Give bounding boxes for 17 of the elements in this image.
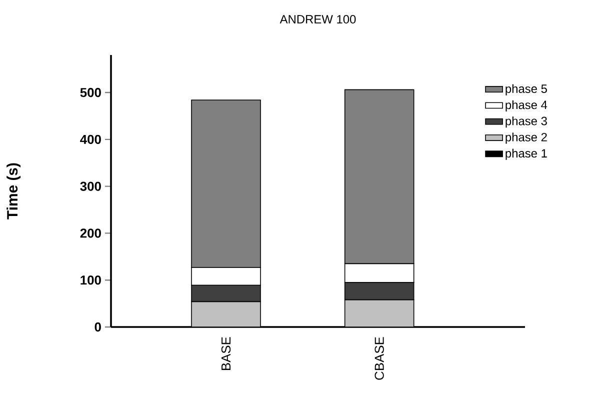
- legend-label: phase 4: [506, 100, 548, 112]
- legend-label: phase 3: [506, 116, 547, 128]
- y-tick-label: 200: [80, 228, 101, 238]
- y-tick-label: 300: [80, 182, 101, 191]
- y-tick-label: 100: [80, 276, 101, 285]
- legend-label: phase 5: [506, 84, 547, 96]
- legend-label: phase 2: [506, 132, 547, 144]
- y-tick-label: 0: [94, 322, 101, 332]
- bar: [344, 299, 414, 327]
- bar: [191, 301, 261, 327]
- y-axis-title: Time (s): [6, 163, 21, 220]
- chart-title: ANDREW 100: [280, 15, 356, 24]
- x-tick-label: CBASE: [374, 337, 384, 380]
- x-tick-label: BASE: [221, 337, 231, 370]
- legend-label: phase 1: [506, 148, 547, 160]
- y-tick-label: 400: [80, 134, 101, 144]
- y-tick-label: 500: [80, 88, 101, 98]
